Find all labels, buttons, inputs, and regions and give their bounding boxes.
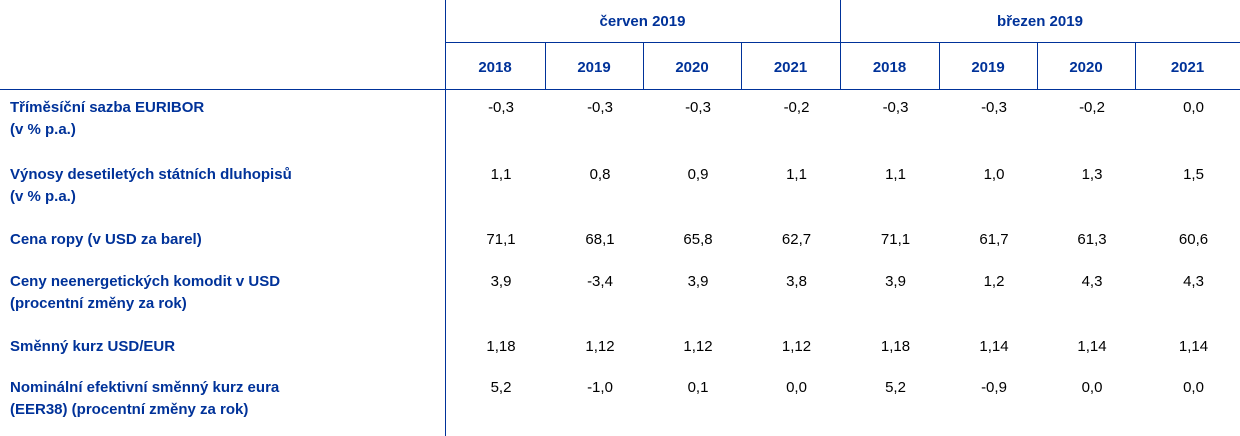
cell-value: 0,0 xyxy=(786,379,807,396)
cell-value: 62,7 xyxy=(781,231,812,248)
cell-value: 3,8 xyxy=(786,273,807,290)
cell-value: -0,2 xyxy=(783,99,810,116)
cell-value: 1,0 xyxy=(983,166,1005,183)
cell-value: 1,18 xyxy=(486,338,516,355)
cell-value: 65,8 xyxy=(683,231,713,248)
row-label: (v % p.a.) xyxy=(10,188,76,205)
cell-value: 0,8 xyxy=(589,166,611,183)
divider xyxy=(1135,42,1136,90)
cell-value: 71,1 xyxy=(880,231,911,248)
divider xyxy=(0,89,1240,90)
cell-value: 4,3 xyxy=(1081,273,1103,290)
cell-value: 1,5 xyxy=(1183,166,1204,183)
cell-value: 1,12 xyxy=(585,338,615,355)
cell-value: 0,0 xyxy=(1183,379,1204,396)
cell-value: 1,1 xyxy=(885,166,906,183)
cell-value: 1,14 xyxy=(979,338,1009,355)
cell-value: 1,14 xyxy=(1077,338,1107,355)
row-label: (procentní změny za rok) xyxy=(10,295,187,312)
cell-value: 61,3 xyxy=(1077,231,1107,248)
divider xyxy=(840,0,841,90)
cell-value: 0,9 xyxy=(687,166,709,183)
row-label: Ceny neenergetických komodit v USD xyxy=(10,273,281,290)
cell-value: 1,18 xyxy=(880,338,911,355)
divider xyxy=(445,42,1240,43)
group-header: červen 2019 xyxy=(599,13,686,30)
row-label: Cena ropy (v USD za barel) xyxy=(10,231,202,248)
cell-value: -0,9 xyxy=(981,379,1007,396)
row-label: Směnný kurz USD/EUR xyxy=(10,338,176,355)
cell-value: 61,7 xyxy=(979,231,1009,248)
divider xyxy=(1037,42,1038,90)
year-header: 2019 xyxy=(577,59,611,76)
cell-value: 1,12 xyxy=(781,338,812,355)
group-header: březen 2019 xyxy=(997,13,1083,30)
year-header: 2021 xyxy=(1170,59,1205,76)
cell-value: 1,1 xyxy=(786,166,807,183)
cell-value: 3,9 xyxy=(885,273,906,290)
divider xyxy=(643,42,644,90)
cell-value: 4,3 xyxy=(1183,273,1204,290)
divider xyxy=(445,0,446,436)
cell-value: -0,3 xyxy=(882,99,909,116)
row-label: (v % p.a.) xyxy=(10,121,76,138)
year-header: 2021 xyxy=(773,59,808,76)
cell-value: -0,3 xyxy=(981,99,1007,116)
row-label: Výnosy desetiletých státních dluhopisů xyxy=(10,166,292,183)
year-header: 2020 xyxy=(1069,59,1103,76)
year-header: 2018 xyxy=(478,59,512,76)
cell-value: -0,3 xyxy=(587,99,613,116)
cell-value: 71,1 xyxy=(486,231,516,248)
cell-value: 1,2 xyxy=(983,273,1005,290)
cell-value: -0,3 xyxy=(685,99,711,116)
cell-value: 3,9 xyxy=(490,273,512,290)
cell-value: 3,9 xyxy=(687,273,709,290)
divider xyxy=(939,42,940,90)
year-header: 2018 xyxy=(872,59,907,76)
cell-value: -0,2 xyxy=(1079,99,1105,116)
year-header: 2019 xyxy=(971,59,1005,76)
cell-value: 1,12 xyxy=(683,338,713,355)
divider xyxy=(545,42,546,90)
cell-value: 0,1 xyxy=(687,379,709,396)
cell-value: 68,1 xyxy=(585,231,615,248)
cell-value: 1,3 xyxy=(1081,166,1103,183)
cell-value: 0,0 xyxy=(1183,99,1204,116)
cell-value: 60,6 xyxy=(1178,231,1209,248)
cell-value: -1,0 xyxy=(587,379,613,396)
cell-value: 1,14 xyxy=(1178,338,1209,355)
row-label: Tříměsíční sazba EURIBOR xyxy=(10,99,205,116)
cell-value: 0,0 xyxy=(1081,379,1103,396)
cell-value: -3,4 xyxy=(587,273,613,290)
divider xyxy=(741,42,742,90)
cell-value: 5,2 xyxy=(490,379,512,396)
row-label: Nominální efektivní směnný kurz eura xyxy=(10,379,280,396)
cell-value: -0,3 xyxy=(488,99,514,116)
year-header: 2020 xyxy=(675,59,709,76)
row-label: (EER38) (procentní změny za rok) xyxy=(10,401,249,418)
cell-value: 1,1 xyxy=(490,166,512,183)
cell-value: 5,2 xyxy=(885,379,906,396)
